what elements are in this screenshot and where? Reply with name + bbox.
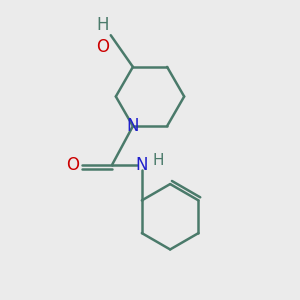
Text: O: O: [96, 38, 109, 56]
Text: O: O: [66, 156, 80, 174]
Text: N: N: [127, 117, 139, 135]
Text: H: H: [97, 16, 109, 34]
Text: N: N: [136, 156, 148, 174]
Text: H: H: [152, 153, 164, 168]
